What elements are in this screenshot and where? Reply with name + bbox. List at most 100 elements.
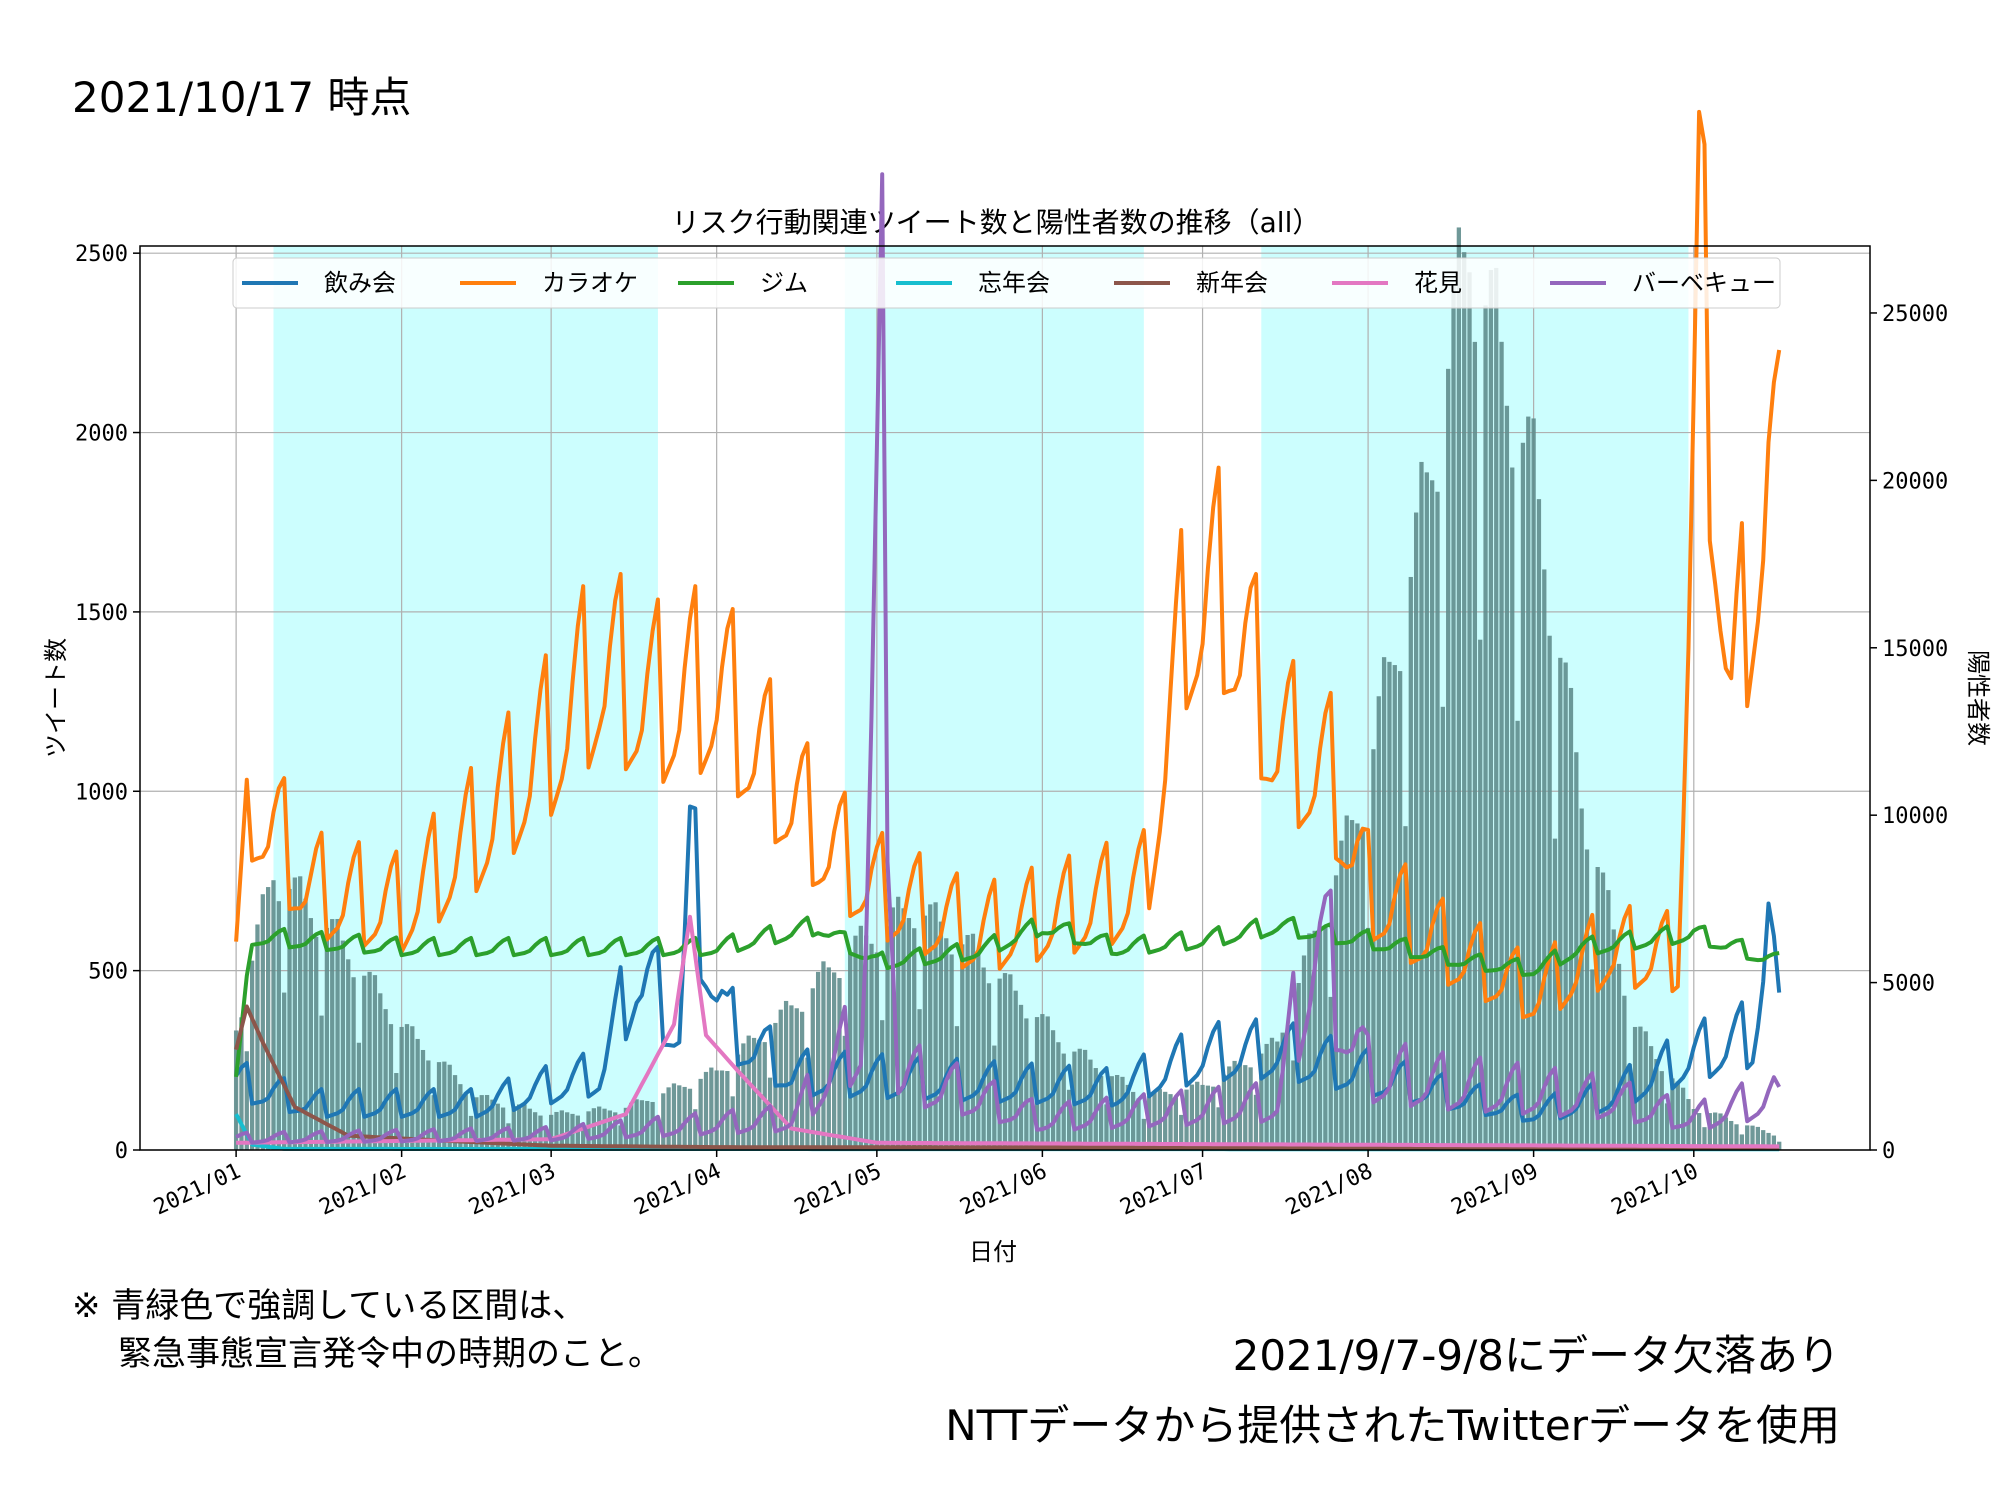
legend-label: ジム xyxy=(760,269,808,297)
legend-label: 花見 xyxy=(1414,269,1462,297)
positives-bar xyxy=(1430,480,1435,1150)
positives-bar xyxy=(821,961,826,1150)
positives-bar xyxy=(1504,405,1510,1150)
series-line xyxy=(234,1004,1780,1151)
positives-bar xyxy=(586,1111,591,1150)
positives-bar xyxy=(1360,828,1365,1150)
x-tick-label: 2021/08 xyxy=(1282,1159,1377,1221)
positives-bar xyxy=(522,1104,527,1150)
y-tick-label: 500 xyxy=(88,960,128,985)
positives-bar xyxy=(623,1107,629,1150)
positives-bar xyxy=(1547,635,1552,1150)
positives-bar xyxy=(1141,1118,1146,1150)
positives-bar xyxy=(1670,1078,1675,1150)
positives-bar xyxy=(709,1067,714,1150)
positives-bar xyxy=(292,877,297,1150)
positives-bar xyxy=(837,978,842,1150)
positives-bar xyxy=(1189,1084,1195,1150)
positives-bars xyxy=(233,227,1782,1151)
positives-bar xyxy=(618,1125,623,1150)
positives-bar xyxy=(1499,341,1504,1151)
positives-bar xyxy=(1419,461,1424,1150)
note-highlight-line1: ※ 青緑色で強調している区間は、 xyxy=(72,1286,587,1326)
positives-bar xyxy=(965,935,970,1150)
positives-bar xyxy=(1494,267,1499,1150)
positives-bar xyxy=(1745,1125,1750,1150)
positives-bar xyxy=(1173,1096,1178,1150)
positives-bar xyxy=(805,1057,810,1150)
positives-bar xyxy=(308,918,313,1150)
positives-bar xyxy=(511,1106,516,1150)
positives-bar xyxy=(1563,662,1568,1150)
positives-bar xyxy=(634,1099,639,1150)
positives-bar xyxy=(885,926,890,1150)
positives-bar xyxy=(874,952,879,1150)
positives-bar xyxy=(1323,927,1328,1150)
y2-tick-label: 15000 xyxy=(1882,637,1948,662)
positives-bar xyxy=(1088,1059,1093,1150)
positives-bar xyxy=(1627,1063,1632,1150)
positives-bar xyxy=(762,1042,767,1150)
positives-bar xyxy=(1707,1113,1712,1150)
positives-bar xyxy=(1211,1086,1216,1150)
positives-bar xyxy=(714,1070,719,1150)
positives-bar xyxy=(848,952,853,1150)
positives-bar xyxy=(1723,1117,1728,1150)
positives-bar xyxy=(1771,1135,1777,1150)
tweet-lines xyxy=(234,109,1782,1152)
positives-bar xyxy=(1344,815,1349,1150)
positives-bar xyxy=(1381,657,1387,1150)
positives-bar xyxy=(431,1095,436,1150)
positives-bar xyxy=(388,1024,394,1150)
positives-bar xyxy=(1414,512,1419,1150)
positives-bar xyxy=(1168,1094,1173,1150)
x-tick-label: 2021/04 xyxy=(631,1159,726,1221)
positives-bar xyxy=(1680,1087,1686,1150)
positives-bar xyxy=(1136,1098,1141,1150)
positives-bar xyxy=(1718,1113,1723,1150)
positives-bar xyxy=(1424,472,1429,1151)
y2-axis-label: 陽性者数 xyxy=(1964,650,1992,746)
positives-bar xyxy=(1280,1032,1285,1150)
positives-bar xyxy=(1349,820,1355,1150)
positives-bar xyxy=(1766,1132,1771,1150)
note-data-source: NTTデータから提供されたTwitterデータを使用 xyxy=(945,1401,1840,1450)
positives-bar xyxy=(944,938,949,1150)
positives-bar xyxy=(949,954,954,1150)
positives-bar xyxy=(1488,270,1494,1150)
note-missing-data: 2021/9/7-9/8にデータ欠落あり xyxy=(1232,1331,1840,1380)
series-line xyxy=(234,109,1782,1020)
legend-label: 飲み会 xyxy=(324,269,396,297)
positives-bar xyxy=(1600,872,1606,1150)
positives-bar xyxy=(1301,955,1307,1150)
positives-bar xyxy=(1045,1016,1050,1150)
positives-bar xyxy=(1408,576,1413,1150)
x-tick-label: 2021/09 xyxy=(1448,1159,1543,1221)
positives-bar xyxy=(266,887,271,1150)
positives-bar xyxy=(1285,1025,1291,1150)
positives-bar xyxy=(1056,1042,1061,1150)
positives-bar xyxy=(249,960,255,1150)
positives-bar xyxy=(1253,1094,1259,1150)
positives-bar xyxy=(602,1108,607,1150)
positives-bar xyxy=(1312,930,1317,1150)
positives-bar xyxy=(1339,840,1344,1150)
positives-bar xyxy=(1024,1018,1029,1150)
positives-bar xyxy=(1552,838,1558,1150)
positives-bar xyxy=(346,959,351,1150)
positives-bar xyxy=(1648,1046,1654,1150)
positives-bar xyxy=(1713,1112,1718,1150)
positives-bar xyxy=(319,1015,324,1150)
positives-bar xyxy=(751,1037,757,1150)
positives-bar xyxy=(426,1060,431,1150)
positives-bar xyxy=(1120,1076,1125,1150)
positives-bar xyxy=(276,901,281,1150)
positives-bar xyxy=(559,1110,564,1150)
positives-bar xyxy=(394,1073,399,1150)
positives-bar xyxy=(703,1071,709,1150)
positives-bar xyxy=(682,1086,687,1150)
positives-bar xyxy=(271,880,276,1150)
positives-bar xyxy=(1307,933,1312,1150)
positives-bar xyxy=(725,1071,730,1150)
positives-bar xyxy=(1451,284,1456,1150)
